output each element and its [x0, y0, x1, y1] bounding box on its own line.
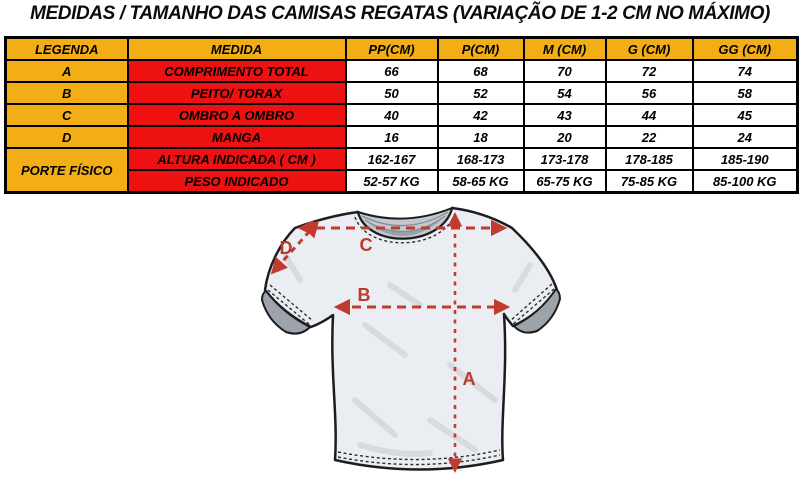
cell-value: 44	[604, 103, 694, 127]
cell-value: 74	[691, 59, 799, 83]
column-header-gg: GG (CM)	[691, 36, 799, 61]
cell-value: 22	[604, 125, 694, 149]
column-header-p: P(CM)	[436, 36, 525, 61]
table-header-row: LEGENDA MEDIDA PP(CM) P(CM) M (CM) G (CM…	[4, 36, 799, 61]
column-header-g: G (CM)	[604, 36, 694, 61]
cell-value: 45	[691, 103, 799, 127]
cell-value: 65-75 KG	[522, 169, 607, 194]
cell-value: 16	[344, 125, 439, 149]
cell-measure: MANGA	[126, 125, 347, 149]
cell-value: 52	[436, 81, 525, 105]
table-row: D MANGA 16 18 20 22 24	[4, 125, 799, 149]
measure-label-b: B	[358, 285, 371, 305]
cell-value: 40	[344, 103, 439, 127]
cell-measure: COMPRIMENTO TOTAL	[126, 59, 347, 83]
left-sleeve-cuff	[261, 290, 311, 335]
cell-value: 58-65 KG	[436, 169, 525, 194]
table-row: B PEITO/ TORAX 50 52 54 56 58	[4, 81, 799, 105]
column-header-pp: PP(CM)	[344, 36, 439, 61]
cell-value: 173-178	[522, 147, 607, 171]
cell-legend: C	[4, 103, 129, 127]
size-table: LEGENDA MEDIDA PP(CM) P(CM) M (CM) G (CM…	[4, 36, 799, 194]
measure-label-d: D	[280, 238, 293, 258]
measure-label-a: A	[463, 369, 476, 389]
cell-value: 66	[344, 59, 439, 83]
cell-value: 20	[522, 125, 607, 149]
cell-legend: B	[4, 81, 129, 105]
cell-value: 72	[604, 59, 694, 83]
cell-measure: OMBRO A OMBRO	[126, 103, 347, 127]
cell-value: 18	[436, 125, 525, 149]
cell-value: 43	[522, 103, 607, 127]
cell-value: 42	[436, 103, 525, 127]
cell-value: 52-57 KG	[344, 169, 439, 194]
cell-value: 178-185	[604, 147, 694, 171]
column-header-medida: MEDIDA	[126, 36, 347, 61]
table-row: C OMBRO A OMBRO 40 42 43 44 45	[4, 103, 799, 127]
measure-label-c: C	[360, 235, 373, 255]
table-row: PESO INDICADO 52-57 KG 58-65 KG 65-75 KG…	[6, 169, 799, 194]
column-header-m: M (CM)	[522, 36, 607, 61]
cell-measure: ALTURA INDICADA ( CM )	[126, 147, 347, 171]
table-row: A COMPRIMENTO TOTAL 66 68 70 72 74	[4, 59, 799, 83]
cell-legend: A	[4, 59, 129, 83]
cell-measure: PESO INDICADO	[126, 169, 347, 194]
table-row: PORTE FÍSICO ALTURA INDICADA ( CM ) 162-…	[4, 147, 799, 194]
tshirt-body	[263, 206, 559, 471]
cell-value: 70	[522, 59, 607, 83]
cell-value: 50	[344, 81, 439, 105]
cell-value: 75-85 KG	[604, 169, 694, 194]
cell-value: 68	[436, 59, 525, 83]
column-header-legenda: LEGENDA	[4, 36, 129, 61]
cell-value: 58	[691, 81, 799, 105]
cell-legend: D	[4, 125, 129, 149]
cell-value: 54	[522, 81, 607, 105]
tshirt-measurement-diagram: C B A D	[261, 206, 561, 473]
page-title: MEDIDAS / TAMANHO DAS CAMISAS REGATAS (V…	[30, 3, 770, 24]
cell-value: 185-190	[691, 147, 799, 171]
cell-value: 24	[691, 125, 799, 149]
cell-value: 56	[604, 81, 694, 105]
cell-value: 162-167	[344, 147, 439, 171]
cell-value: 168-173	[436, 147, 525, 171]
stitching	[267, 283, 555, 466]
right-sleeve-cuff	[513, 288, 561, 334]
cell-legend-porte-fisico: PORTE FÍSICO	[4, 147, 129, 194]
cell-value: 85-100 KG	[691, 169, 799, 194]
cell-measure: PEITO/ TORAX	[126, 81, 347, 105]
